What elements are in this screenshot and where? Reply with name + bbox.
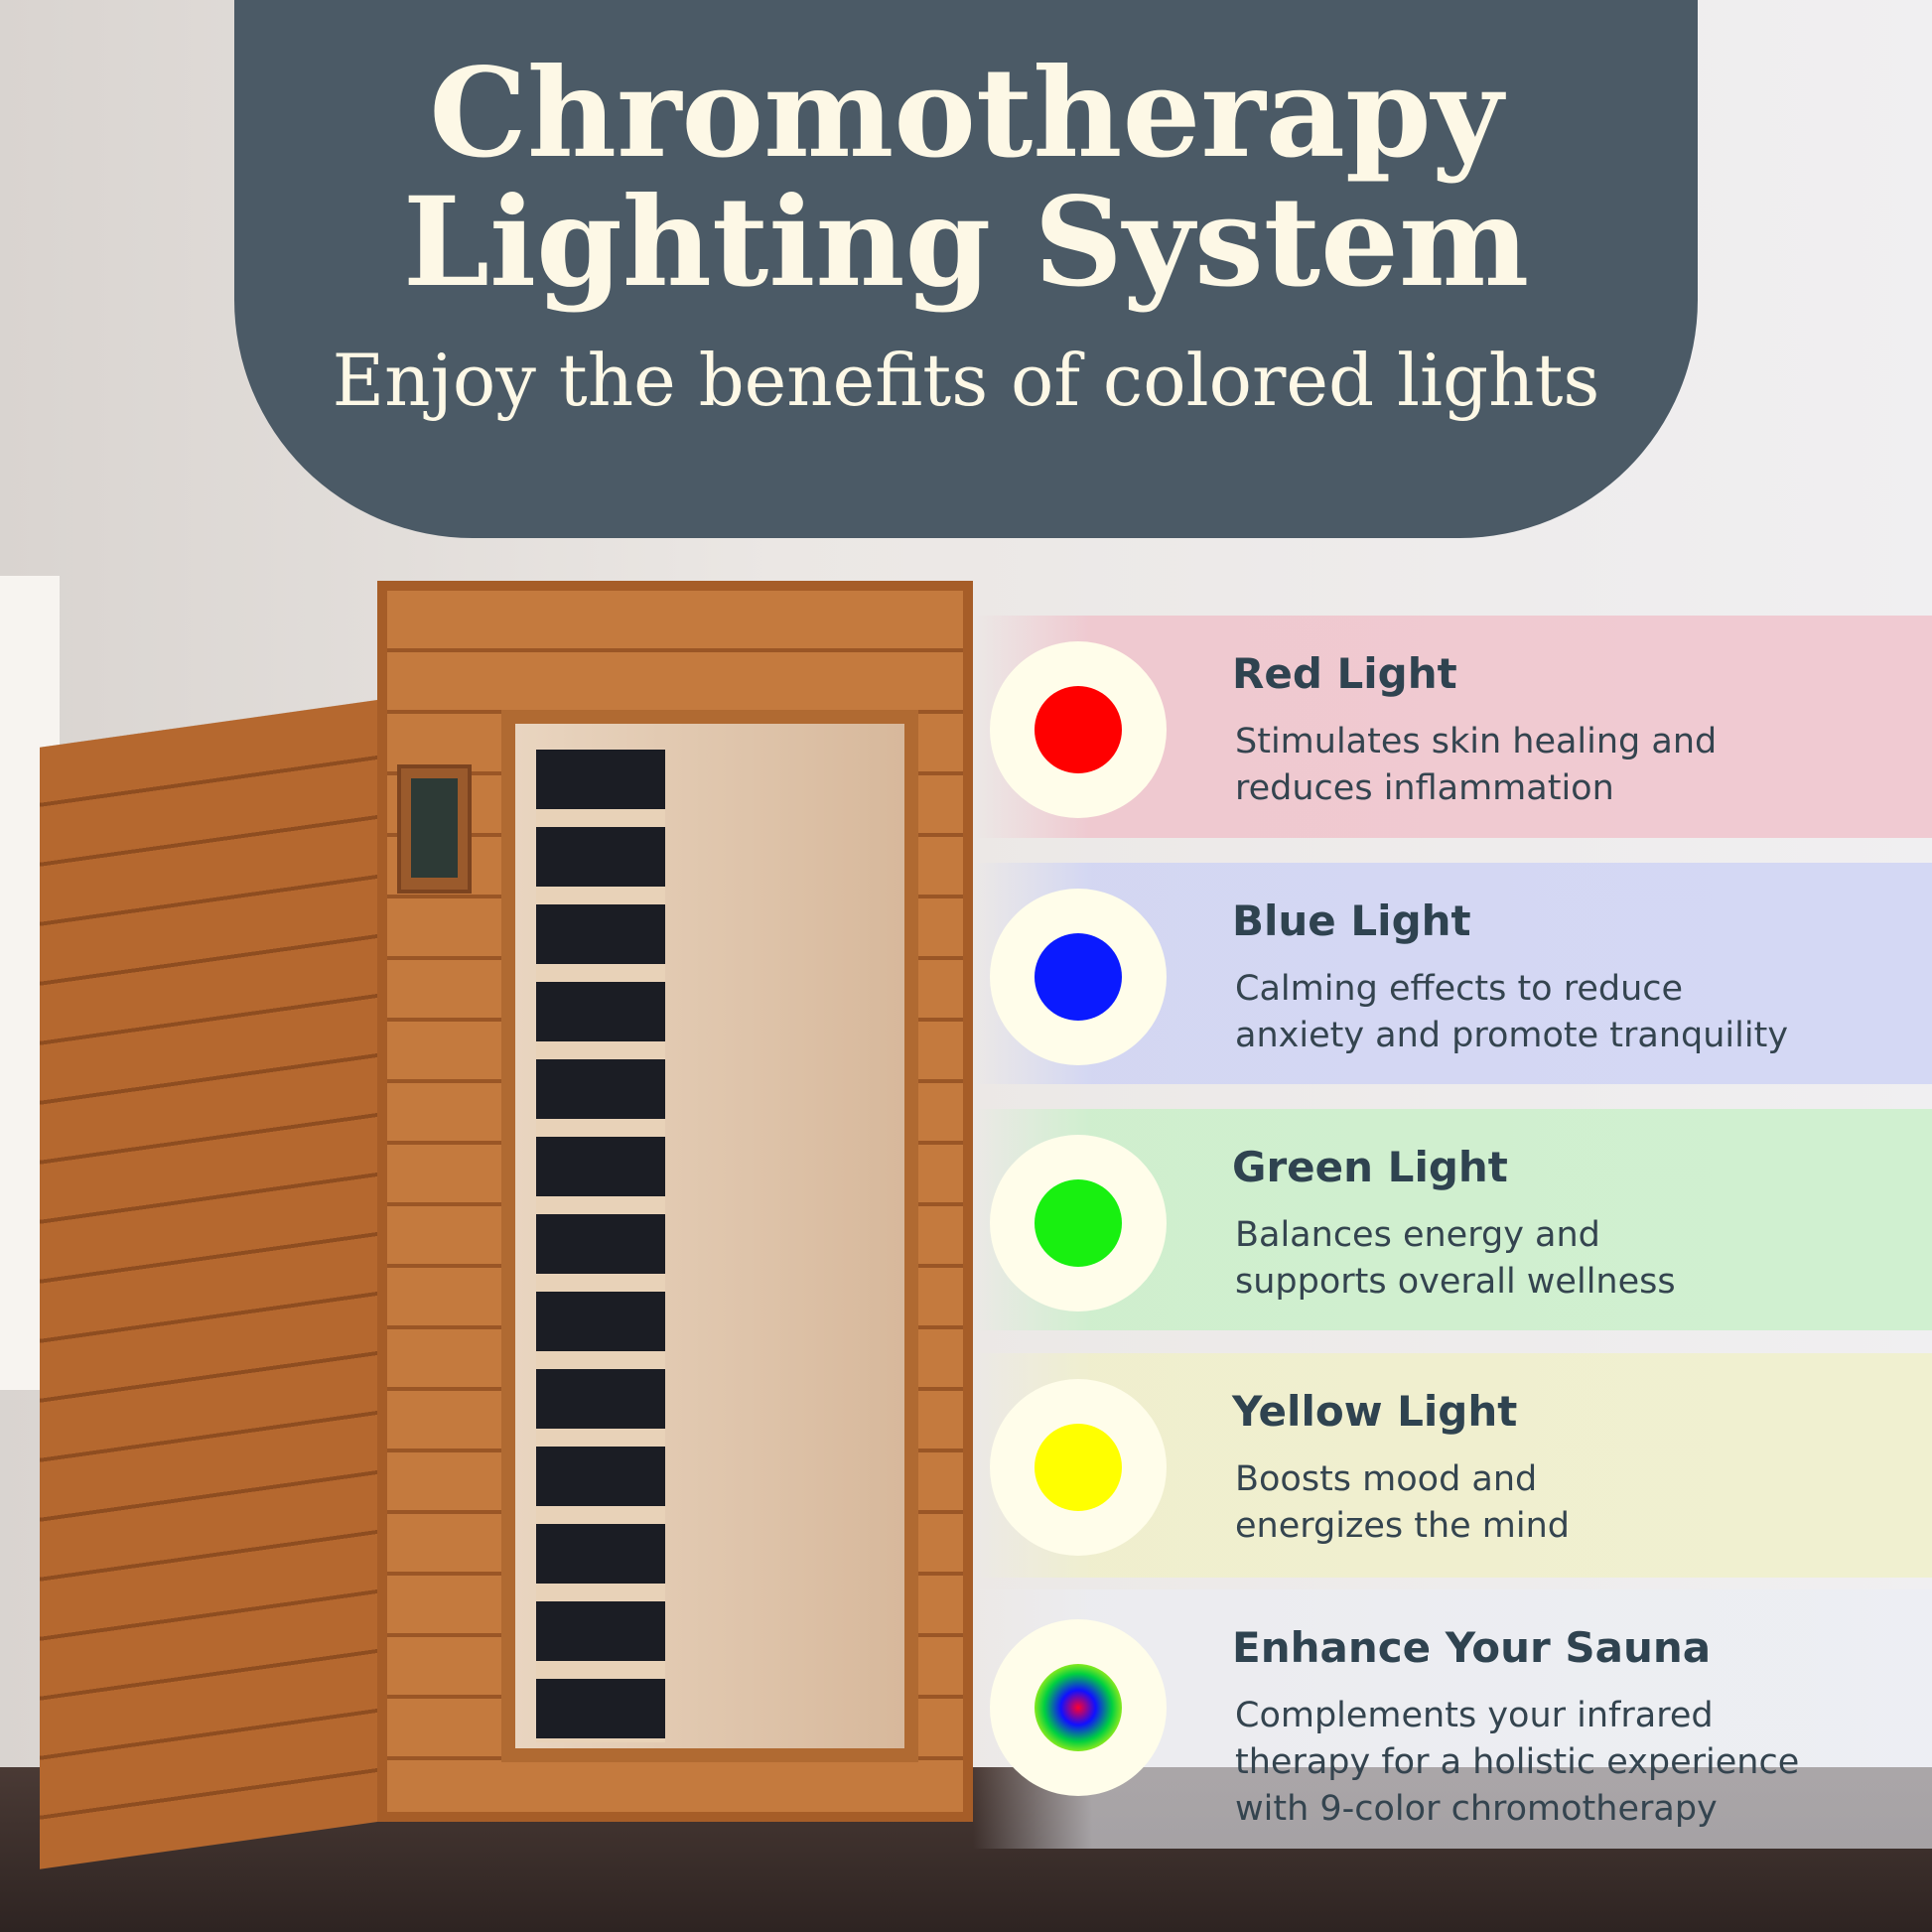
light-description-line: Calming effects to reduce xyxy=(1235,969,1684,1009)
light-description-line: anxiety and promote tranquility xyxy=(1235,1016,1789,1055)
light-description-line: Stimulates skin healing and xyxy=(1235,722,1718,761)
light-benefit-item: Enhance Your Sauna Complements your infra… xyxy=(973,1589,1932,1849)
light-benefit-item: Blue Light Calming effects to reduce anxie… xyxy=(973,863,1932,1084)
sauna-side-panel xyxy=(40,700,377,1869)
light-benefit-item: Red Light Stimulates skin healing and redu… xyxy=(973,616,1932,838)
light-description-line: Boosts mood and xyxy=(1235,1459,1538,1499)
sauna-cabin-photo xyxy=(40,581,973,1869)
heater-panels xyxy=(536,750,665,1742)
light-icon-circle xyxy=(990,641,1167,818)
light-description-line: energizes the mind xyxy=(1235,1506,1571,1546)
subtitle: Enjoy the benefits of colored lights xyxy=(332,339,1600,422)
light-description-line: reduces inflammation xyxy=(1235,768,1614,808)
title-banner: Chromotherapy Lighting System Enjoy the … xyxy=(234,0,1698,538)
title-line-2: Lighting System xyxy=(402,171,1530,315)
light-title: Blue Light xyxy=(1232,897,1471,945)
light-description-line: therapy for a holistic experience xyxy=(1235,1742,1800,1782)
control-panel xyxy=(397,764,472,894)
light-description-line: Balances energy and xyxy=(1235,1215,1600,1255)
rainbow-light-dot-icon xyxy=(1035,1664,1122,1751)
light-title: Yellow Light xyxy=(1232,1387,1518,1436)
light-description-line: Complements your infrared xyxy=(1235,1696,1714,1735)
green-light-dot-icon xyxy=(1035,1179,1122,1267)
yellow-light-dot-icon xyxy=(1035,1424,1122,1511)
light-benefit-item: Yellow Light Boosts mood and energizes the… xyxy=(973,1353,1932,1578)
light-benefit-item: Green Light Balances energy and supports o… xyxy=(973,1109,1932,1330)
light-description-line: with 9-color chromotherapy xyxy=(1235,1789,1718,1829)
light-title: Red Light xyxy=(1232,649,1457,698)
red-light-dot-icon xyxy=(1035,686,1122,773)
light-icon-circle xyxy=(990,1619,1167,1796)
light-icon-circle xyxy=(990,889,1167,1065)
blue-light-dot-icon xyxy=(1035,933,1122,1021)
title-line-1: Chromotherapy xyxy=(429,42,1503,186)
light-icon-circle xyxy=(990,1135,1167,1311)
light-description-line: supports overall wellness xyxy=(1235,1262,1676,1302)
light-title: Enhance Your Sauna xyxy=(1232,1623,1712,1672)
light-title: Green Light xyxy=(1232,1143,1508,1191)
light-icon-circle xyxy=(990,1379,1167,1556)
